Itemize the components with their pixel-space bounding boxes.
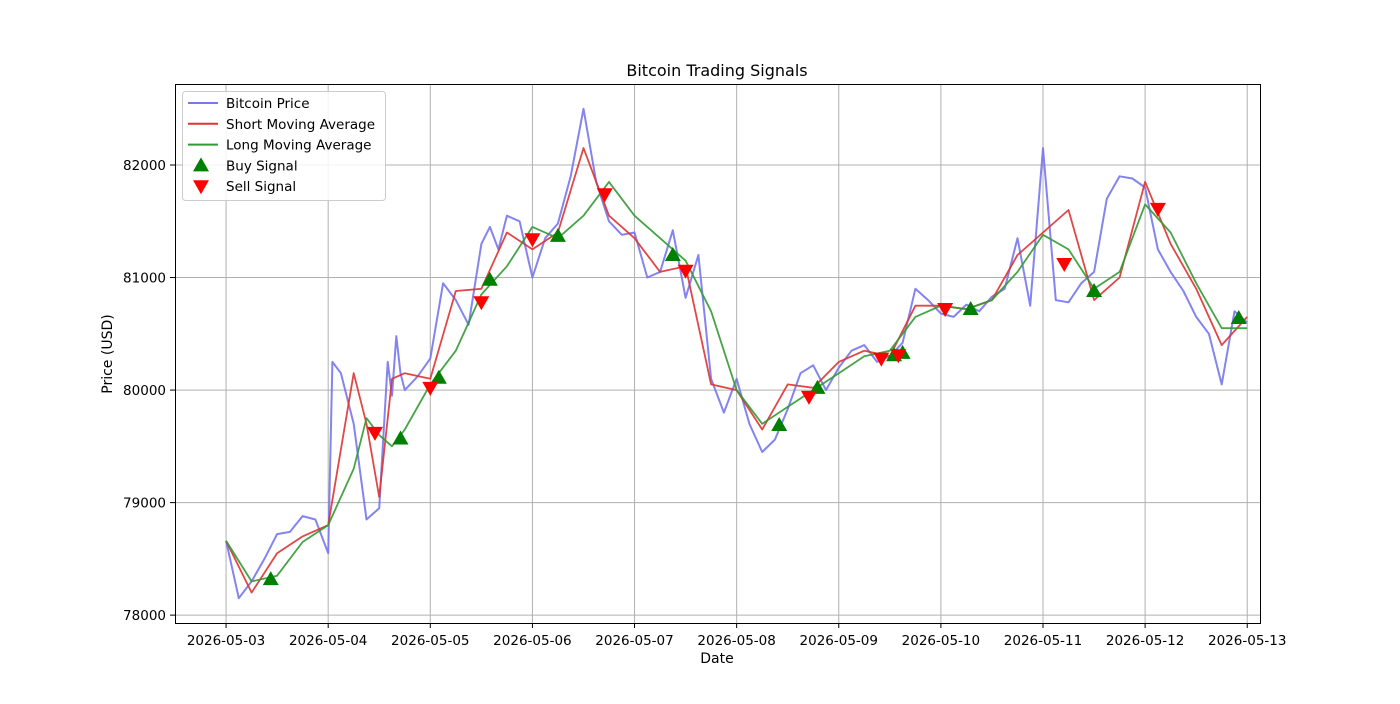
legend-sell-signal-marker xyxy=(193,180,209,195)
legend: Bitcoin Price Short Moving Average Long Mo… xyxy=(182,91,386,201)
grid-lines xyxy=(175,84,1260,623)
buy-signal-marker xyxy=(1230,310,1247,325)
buy-signal-marker xyxy=(1086,283,1103,298)
buy-signal-marker xyxy=(262,571,279,586)
series-lines xyxy=(225,107,1248,600)
y-axis-label: Price (USD) xyxy=(100,314,116,393)
legend-price-label: Bitcoin Price xyxy=(226,96,310,112)
sell-signal-marker xyxy=(366,426,383,441)
short-ma-line xyxy=(225,147,1248,594)
signal-markers xyxy=(262,188,1247,586)
x-tick-label: 2026-05-04 xyxy=(289,633,367,649)
sell-signal-marker xyxy=(937,303,954,318)
chart-title: Bitcoin Trading Signals xyxy=(626,61,807,80)
y-tick-label: 80000 xyxy=(123,383,166,399)
y-tick-label: 82000 xyxy=(123,158,166,174)
sell-signal-marker xyxy=(1056,258,1073,273)
buy-signal-marker xyxy=(664,247,681,262)
sell-signal-marker xyxy=(677,264,694,279)
sell-signal-marker xyxy=(1149,202,1166,217)
buy-signal-marker xyxy=(430,369,447,384)
x-tick-label: 2026-05-08 xyxy=(697,633,775,649)
buy-signal-marker xyxy=(392,430,409,445)
sell-signal-marker xyxy=(524,233,541,248)
plot-area-frame xyxy=(175,84,1261,624)
sell-signal-marker xyxy=(800,390,817,405)
x-tick-label: 2026-05-03 xyxy=(187,633,265,649)
legend-buy-signal-marker xyxy=(193,157,209,172)
x-tick-label: 2026-05-05 xyxy=(391,633,469,649)
sell-signal-marker xyxy=(873,352,890,367)
price-line xyxy=(225,107,1248,600)
x-tick-label: 2026-05-07 xyxy=(595,633,673,649)
y-tick-label: 79000 xyxy=(123,496,166,512)
legend-short-ma-label: Short Moving Average xyxy=(226,117,375,133)
x-tick-label: 2026-05-06 xyxy=(493,633,571,649)
legend-long-ma-label: Long Moving Average xyxy=(226,138,371,154)
long-ma-line xyxy=(225,180,1248,583)
legend-buy-signal-label: Buy Signal xyxy=(226,158,298,174)
legend-sell-signal-label: Sell Signal xyxy=(226,179,296,195)
sell-signal-marker xyxy=(596,188,613,203)
buy-signal-marker xyxy=(771,416,788,431)
legend-box xyxy=(182,91,386,201)
buy-signal-marker xyxy=(809,379,826,394)
buy-signal-marker xyxy=(962,301,979,316)
buy-signal-marker xyxy=(481,271,498,286)
axis-ticks: 2026-05-03 2026-05-04 2026-05-05 2026-05-06… xyxy=(123,158,1286,649)
sell-signal-marker xyxy=(422,381,439,396)
x-tick-label: 2026-05-13 xyxy=(1208,633,1286,649)
sell-signal-marker xyxy=(890,349,907,364)
sell-signal-marker xyxy=(473,296,490,311)
buy-signal-marker xyxy=(549,227,566,242)
x-tick-label: 2026-05-11 xyxy=(1004,633,1082,649)
y-tick-label: 78000 xyxy=(123,608,166,624)
x-tick-label: 2026-05-12 xyxy=(1106,633,1184,649)
x-axis-label: Date xyxy=(700,651,733,667)
y-tick-label: 81000 xyxy=(123,271,166,287)
x-tick-label: 2026-05-10 xyxy=(902,633,980,649)
x-tick-label: 2026-05-09 xyxy=(800,633,878,649)
